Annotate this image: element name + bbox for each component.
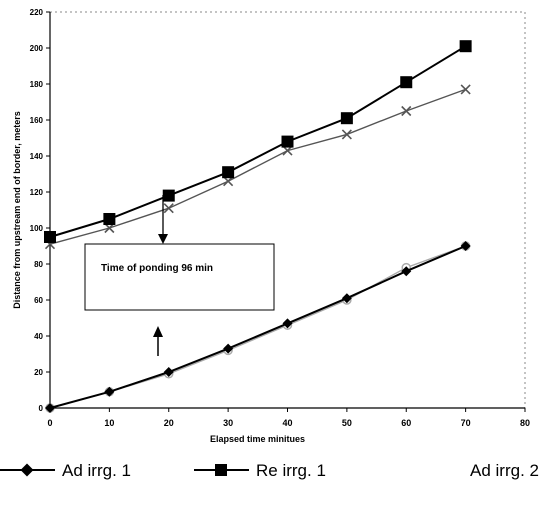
series-1-point	[163, 367, 174, 377]
series-2	[44, 40, 472, 243]
series-2-point	[44, 231, 56, 243]
legend-marker	[215, 464, 227, 476]
annotation-group: Time of ponding 96 min	[84, 195, 275, 356]
series-2-point	[162, 189, 175, 202]
y-tick-label: 140	[30, 152, 44, 161]
series-2-point	[222, 166, 235, 179]
y-tick-label: 0	[39, 404, 44, 413]
y-axis-label: Distance from upstream end of border, me…	[12, 111, 22, 309]
series-1-point	[104, 386, 115, 397]
x-tick-label: 0	[47, 418, 52, 428]
series-1-point	[460, 241, 471, 251]
y-tick-label: 40	[34, 332, 43, 341]
y-tick-label: 120	[30, 188, 44, 197]
legend-item-2: Re irrg. 1	[194, 461, 326, 480]
x-tick-label: 40	[282, 418, 292, 428]
series-3-point-stroke	[460, 84, 471, 95]
y-tick-label: 60	[34, 296, 43, 305]
series-3-point	[460, 84, 471, 95]
legend-item-3: Ad irrg. 2	[470, 461, 539, 480]
x-tick-label: 20	[164, 418, 174, 428]
y-tick-label: 220	[30, 8, 44, 17]
series-1	[45, 241, 471, 413]
legend-marker	[20, 463, 34, 477]
annotation-box	[84, 243, 275, 311]
x-tick-label: 50	[342, 418, 352, 428]
arrow-down-head	[158, 234, 168, 244]
series-1-point	[401, 266, 412, 277]
legend-label: Ad irrg. 1	[62, 461, 131, 480]
y-tick-label: 20	[34, 368, 43, 377]
series-3-point-stroke	[163, 203, 174, 214]
x-tick-label: 60	[401, 418, 411, 428]
series-3	[44, 84, 471, 250]
arrow-up-head	[153, 326, 163, 337]
axes: 0 10 20 30 40 50 60 70 80 0 20 40 60 80 100 120 140 160 18…	[12, 8, 530, 444]
series-2-point	[103, 213, 116, 225]
series-2-point	[340, 112, 353, 125]
series-3-point-stroke	[401, 105, 412, 117]
series-3-point-stroke	[341, 129, 352, 140]
x-tick-label: 80	[520, 418, 530, 428]
annotation-text: Time of ponding 96 min	[101, 263, 213, 274]
series-2-point	[459, 40, 472, 53]
y-tick-label: 200	[30, 44, 44, 53]
legend-label: Re irrg. 1	[256, 461, 326, 480]
legend-item-1: Ad irrg. 1	[0, 461, 131, 480]
x-tick-label: 10	[104, 418, 114, 428]
series-1-point	[282, 318, 293, 329]
legend: Ad irrg. 1 Re irrg. 1 Ad irrg. 2	[0, 461, 539, 480]
y-tick-label: 80	[34, 260, 43, 269]
series-1-point	[223, 343, 234, 354]
series-2-point	[281, 135, 294, 148]
y-tick-label: 180	[30, 80, 44, 89]
legend-label: Ad irrg. 2	[470, 461, 539, 480]
series-3-line	[49, 88, 466, 245]
x-tick-label: 30	[223, 418, 233, 428]
series-2-point	[400, 76, 413, 89]
series-1-point	[45, 403, 55, 413]
y-tick-label: 160	[30, 116, 44, 125]
series-1-point	[341, 293, 352, 304]
series-3-point	[401, 105, 412, 117]
series-2-line	[49, 45, 467, 238]
series-3-point	[341, 129, 352, 140]
series-group	[44, 40, 472, 413]
y-tick-label: 100	[30, 224, 44, 233]
x-axis-label: Elapsed time minitues	[210, 434, 305, 444]
x-tick-label: 70	[461, 418, 471, 428]
series-1-line	[49, 245, 467, 409]
series-3-point	[163, 203, 174, 214]
plot-area	[50, 11, 526, 408]
